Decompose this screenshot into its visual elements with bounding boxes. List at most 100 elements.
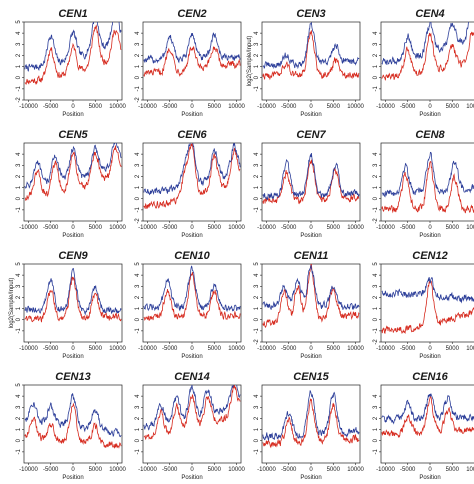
y-tick-label: 4 bbox=[16, 31, 22, 35]
x-tick-label: 0 bbox=[309, 467, 313, 473]
y-tick-label: 3 bbox=[373, 284, 379, 288]
x-axis-label: Position bbox=[181, 112, 202, 118]
y-tick-label: 3 bbox=[373, 42, 379, 46]
series-line-red bbox=[381, 395, 474, 439]
plot-frame bbox=[261, 384, 361, 464]
y-tick-label: 2 bbox=[254, 174, 260, 178]
y-tick-label: 0 bbox=[254, 317, 260, 321]
y-tick-label: -1 bbox=[373, 86, 379, 92]
panel-title: CEN11 bbox=[294, 250, 329, 262]
y-tick-label: 0 bbox=[254, 196, 260, 200]
y-tick-label: 2 bbox=[254, 416, 260, 420]
x-tick-label: 5000 bbox=[327, 104, 341, 110]
x-tick-label: -10000 bbox=[19, 225, 38, 231]
y-tick-label: 3 bbox=[254, 163, 260, 167]
x-tick-label: 0 bbox=[428, 225, 432, 231]
y-tick-label: 1 bbox=[373, 64, 379, 68]
y-tick-label: 3 bbox=[16, 405, 22, 409]
y-tick-label: -1 bbox=[135, 207, 141, 213]
y-axis-label: log2(Sample/Input) bbox=[247, 36, 253, 87]
x-tick-label: 5000 bbox=[446, 225, 460, 231]
x-tick-label: 5000 bbox=[327, 225, 341, 231]
panel-title: CEN1 bbox=[58, 8, 87, 20]
y-tick-label: 1 bbox=[254, 427, 260, 431]
series-line-red bbox=[143, 385, 241, 440]
plot-frame bbox=[142, 263, 242, 343]
x-tick-label: -10000 bbox=[19, 346, 38, 352]
y-tick-label: 4 bbox=[16, 394, 22, 398]
y-tick-label: 0 bbox=[16, 438, 22, 442]
y-tick-label: -1 bbox=[135, 449, 141, 455]
x-tick-label: 5000 bbox=[89, 467, 103, 473]
y-tick-label: 3 bbox=[16, 163, 22, 167]
x-tick-label: -5000 bbox=[162, 467, 178, 473]
x-tick-label: 10000 bbox=[466, 225, 474, 231]
series-line-red bbox=[143, 45, 241, 77]
y-tick-label: 2 bbox=[16, 295, 22, 299]
y-tick-label: -2 bbox=[254, 339, 260, 345]
panel-cen1: CEN1 -2 -1 0 1 2 3 4 5 -10000 -5000 0 5000 10000 Posit… bbox=[16, 8, 127, 118]
y-tick-label: 2 bbox=[254, 53, 260, 57]
y-tick-label: 2 bbox=[16, 416, 22, 420]
x-tick-label: 0 bbox=[428, 104, 432, 110]
y-tick-label: 4 bbox=[254, 31, 260, 35]
series-line-red bbox=[262, 159, 360, 205]
x-tick-label: 10000 bbox=[228, 346, 245, 352]
x-tick-label: 5000 bbox=[446, 467, 460, 473]
y-tick-label: 3 bbox=[254, 405, 260, 409]
x-tick-label: 10000 bbox=[228, 467, 245, 473]
x-tick-label: 10000 bbox=[228, 225, 245, 231]
y-tick-label: -1 bbox=[254, 207, 260, 213]
panel-cen12: CEN12 -2 -1 0 1 2 3 4 5 -10000 -5000 0 5000 10000 Posi… bbox=[373, 250, 474, 360]
y-tick-label: 3 bbox=[16, 42, 22, 46]
series-line-blue bbox=[262, 153, 360, 201]
series-line-red bbox=[262, 29, 360, 81]
x-axis-label: Position bbox=[419, 475, 440, 481]
series-line-blue bbox=[24, 143, 122, 189]
y-tick-label: 5 bbox=[373, 262, 379, 266]
y-tick-label: 1 bbox=[16, 306, 22, 310]
panel-title: CEN15 bbox=[293, 371, 329, 383]
panel-title: CEN9 bbox=[58, 250, 88, 262]
x-tick-label: 10000 bbox=[109, 346, 126, 352]
x-tick-label: 10000 bbox=[347, 225, 364, 231]
panel-title: CEN10 bbox=[174, 250, 210, 262]
series-line-red bbox=[24, 276, 122, 323]
y-tick-label: 4 bbox=[373, 394, 379, 398]
x-tick-label: -5000 bbox=[400, 104, 416, 110]
y-tick-label: 1 bbox=[135, 185, 141, 189]
y-tick-label: 4 bbox=[373, 273, 379, 277]
x-axis-label: Position bbox=[300, 475, 321, 481]
x-tick-label: 10000 bbox=[347, 467, 364, 473]
y-tick-label: 1 bbox=[16, 185, 22, 189]
x-axis-label: Position bbox=[181, 475, 202, 481]
y-tick-label: 4 bbox=[135, 394, 141, 398]
y-tick-label: 3 bbox=[254, 284, 260, 288]
x-tick-label: 0 bbox=[71, 467, 75, 473]
y-tick-label: 4 bbox=[135, 273, 141, 277]
x-tick-label: -5000 bbox=[281, 467, 297, 473]
y-tick-label: -1 bbox=[16, 207, 22, 213]
panel-title: CEN6 bbox=[177, 129, 207, 141]
x-tick-label: -10000 bbox=[257, 104, 276, 110]
y-tick-label: 0 bbox=[16, 196, 22, 200]
y-tick-label: 3 bbox=[16, 284, 22, 288]
y-tick-label: -1 bbox=[16, 86, 22, 92]
y-tick-label: 2 bbox=[373, 174, 379, 178]
y-tick-label: -1 bbox=[16, 328, 22, 334]
x-tick-label: -5000 bbox=[281, 225, 297, 231]
x-tick-label: 10000 bbox=[109, 225, 126, 231]
y-tick-label: 2 bbox=[373, 295, 379, 299]
y-tick-label: 0 bbox=[135, 317, 141, 321]
series-line-blue bbox=[262, 22, 360, 70]
x-tick-label: -10000 bbox=[376, 104, 395, 110]
x-tick-label: 10000 bbox=[347, 346, 364, 352]
plot-frame bbox=[23, 263, 123, 343]
y-tick-label: 2 bbox=[254, 295, 260, 299]
x-axis-label: Position bbox=[62, 112, 83, 118]
x-tick-label: -5000 bbox=[43, 467, 59, 473]
series-line-blue bbox=[24, 267, 122, 316]
x-tick-label: 5000 bbox=[89, 104, 103, 110]
y-tick-label: 2 bbox=[135, 416, 141, 420]
